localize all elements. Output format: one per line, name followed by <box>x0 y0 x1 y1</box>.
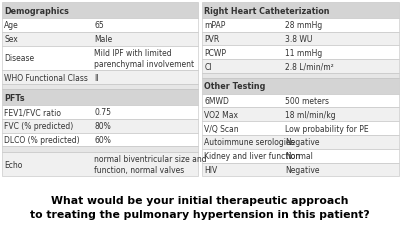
Text: normal biventricular size and
function, normal valves: normal biventricular size and function, … <box>94 154 207 174</box>
Bar <box>2 133 198 147</box>
Text: 28 mmHg: 28 mmHg <box>285 21 322 30</box>
Bar <box>2 19 198 32</box>
Text: 2.8 L/min/m²: 2.8 L/min/m² <box>285 62 334 71</box>
Bar <box>202 149 399 163</box>
Text: 65: 65 <box>94 21 104 30</box>
Text: FVC (% predicted): FVC (% predicted) <box>4 122 74 130</box>
Bar <box>202 60 399 74</box>
Text: Other Testing: Other Testing <box>204 82 266 91</box>
Bar <box>2 71 198 85</box>
Text: Demographics: Demographics <box>4 7 69 16</box>
Text: HIV: HIV <box>204 165 218 174</box>
Bar <box>2 152 198 177</box>
Text: 3.8 WU: 3.8 WU <box>285 35 312 44</box>
Text: Mild IPF with limited
parenchymal involvement: Mild IPF with limited parenchymal involv… <box>94 49 194 69</box>
Text: Autoimmune serologies: Autoimmune serologies <box>204 138 295 147</box>
Text: Negative: Negative <box>285 138 319 147</box>
Text: DLCO (% predicted): DLCO (% predicted) <box>4 135 80 144</box>
Text: 11 mmHg: 11 mmHg <box>285 49 322 57</box>
Bar <box>202 94 399 108</box>
Bar <box>202 135 399 149</box>
Text: PFTs: PFTs <box>4 93 25 102</box>
Bar <box>2 3 198 19</box>
Bar <box>202 79 399 94</box>
Text: Sex: Sex <box>4 35 18 44</box>
Text: Kidney and liver function: Kidney and liver function <box>204 152 300 160</box>
Text: 0.75: 0.75 <box>94 108 111 117</box>
Text: Disease: Disease <box>4 54 34 63</box>
Text: Right Heart Catheterization: Right Heart Catheterization <box>204 7 330 16</box>
Text: 60%: 60% <box>94 135 111 144</box>
Text: 500 meters: 500 meters <box>285 97 329 106</box>
Bar <box>2 90 198 105</box>
Bar <box>202 46 399 60</box>
Text: PCWP: PCWP <box>204 49 226 57</box>
Text: WHO Functional Class: WHO Functional Class <box>4 73 88 82</box>
Text: Echo: Echo <box>4 160 23 169</box>
Bar <box>2 119 198 133</box>
Bar <box>2 147 198 152</box>
Text: CI: CI <box>204 62 212 71</box>
Text: II: II <box>94 73 99 82</box>
Text: 18 ml/min/kg: 18 ml/min/kg <box>285 110 336 119</box>
Bar <box>2 85 198 90</box>
Bar <box>2 105 198 119</box>
Bar <box>202 3 399 19</box>
Text: What would be your initial therapeutic approach
to treating the pulmonary hypert: What would be your initial therapeutic a… <box>30 195 370 219</box>
Text: 80%: 80% <box>94 122 111 130</box>
Bar <box>202 122 399 135</box>
Bar <box>202 32 399 46</box>
Bar <box>202 74 399 79</box>
Bar <box>202 163 399 177</box>
Bar <box>202 108 399 122</box>
Bar <box>202 19 399 32</box>
Text: Normal: Normal <box>285 152 313 160</box>
Text: Age: Age <box>4 21 19 30</box>
Text: V/Q Scan: V/Q Scan <box>204 124 239 133</box>
Text: 6MWD: 6MWD <box>204 97 229 106</box>
Text: mPAP: mPAP <box>204 21 226 30</box>
Text: VO2 Max: VO2 Max <box>204 110 238 119</box>
Text: FEV1/FVC ratio: FEV1/FVC ratio <box>4 108 62 117</box>
Text: Low probability for PE: Low probability for PE <box>285 124 368 133</box>
Bar <box>2 46 198 71</box>
Text: PVR: PVR <box>204 35 220 44</box>
Text: Male: Male <box>94 35 112 44</box>
Bar <box>2 32 198 46</box>
Text: Negative: Negative <box>285 165 319 174</box>
